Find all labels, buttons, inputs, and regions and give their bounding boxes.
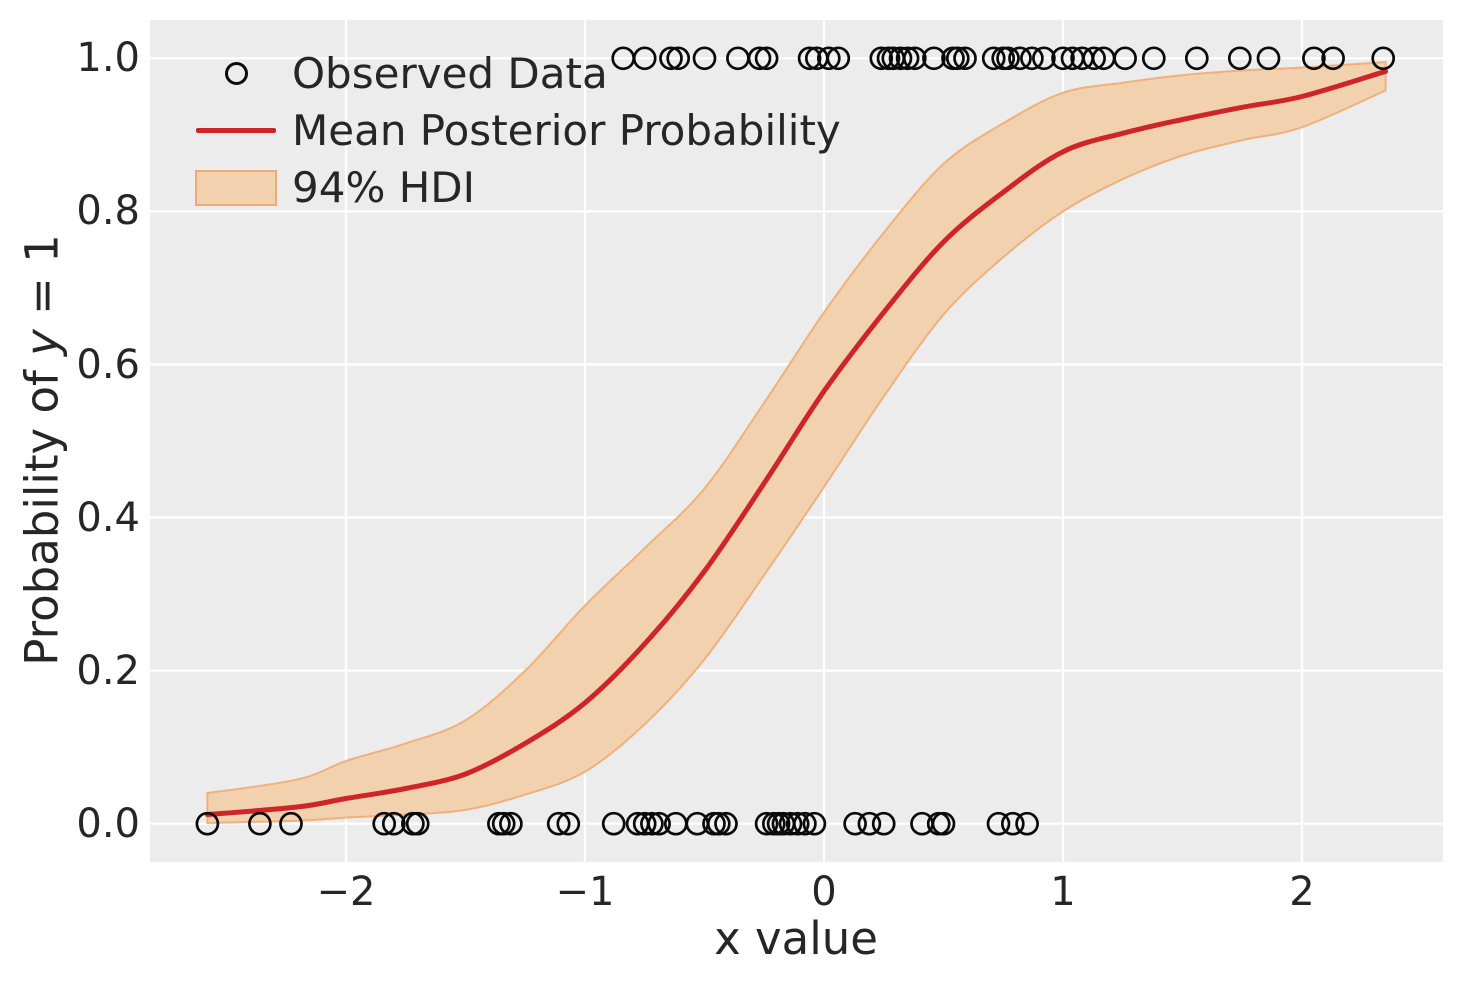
observed-data-point	[601, 811, 626, 836]
observed-data-point	[499, 811, 523, 836]
observed-data-point	[981, 46, 1006, 71]
x-tick-label: 2	[1289, 869, 1315, 915]
observed-data-point	[857, 811, 882, 836]
x-tick-label: −1	[555, 869, 615, 915]
observed-data-point	[279, 811, 303, 836]
legend-label-mean-posterior: Mean Posterior Probability	[292, 105, 841, 155]
y-axis-label-suffix: = 1	[15, 234, 69, 330]
observed-data-point	[895, 46, 920, 71]
legend-label-hdi: 94% HDI	[292, 162, 476, 212]
legend: Observed Data Mean Posterior Probability…	[180, 45, 841, 216]
observed-data-point	[986, 811, 1011, 836]
y-tick-label: 0.8	[76, 188, 140, 235]
observed-data-point	[556, 811, 581, 836]
x-tick-label: 1	[1050, 869, 1076, 915]
line-marker-icon	[196, 128, 276, 133]
patch-marker-icon	[195, 169, 277, 206]
observed-data-point	[1302, 46, 1326, 71]
observed-data-point	[1015, 811, 1039, 836]
observed-data-point	[1000, 811, 1025, 836]
observed-data-point	[996, 46, 1020, 71]
observed-data-point	[826, 46, 851, 71]
observed-data-point	[1113, 46, 1137, 71]
x-axis-label: x value	[714, 912, 878, 965]
observed-data-point	[802, 811, 827, 836]
observed-data-point	[1082, 46, 1106, 71]
observed-data-point	[632, 811, 657, 836]
observed-data-point	[843, 811, 867, 836]
observed-data-point	[714, 811, 738, 836]
observed-data-point	[785, 811, 810, 836]
legend-item-hdi: 94% HDI	[180, 159, 841, 216]
observed-data-point	[754, 46, 779, 71]
observed-data-point	[647, 811, 671, 836]
observed-data-point	[871, 811, 896, 836]
observed-data-point	[640, 811, 664, 836]
observed-data-point	[953, 46, 977, 71]
observed-data-point	[381, 811, 406, 836]
observed-data-point	[747, 46, 772, 71]
observed-data-point	[248, 811, 272, 836]
observed-data-point	[816, 46, 841, 71]
observed-data-point	[1184, 46, 1209, 71]
observed-data-point	[491, 811, 516, 836]
observed-data-point	[706, 811, 731, 836]
observed-data-point	[546, 811, 571, 836]
observed-data-point	[632, 46, 657, 71]
observed-data-point	[1051, 46, 1075, 71]
y-axis-label-var: y	[15, 329, 69, 356]
x-tick-label: 0	[811, 869, 837, 915]
y-tick-label: 0.6	[76, 341, 140, 388]
y-tick-label: 0.0	[76, 800, 140, 847]
observed-data-point	[1227, 46, 1252, 71]
observed-data-point	[405, 811, 430, 836]
observed-data-point	[1321, 46, 1345, 71]
y-axis-label-prefix: Probability of	[15, 355, 69, 666]
hdi-band	[206, 61, 1387, 825]
y-axis-label: Probability of y = 1	[16, 234, 69, 665]
observed-data-point	[195, 811, 220, 836]
legend-item-mean-posterior: Mean Posterior Probability	[180, 102, 841, 159]
observed-data-point	[945, 46, 970, 71]
observed-data-point	[1371, 46, 1396, 71]
observed-data-point	[1020, 46, 1044, 71]
observed-data-point	[869, 46, 894, 71]
observed-data-point	[1008, 46, 1032, 71]
observed-data-point	[922, 46, 946, 71]
observed-data-point	[659, 46, 683, 71]
observed-data-point	[888, 46, 913, 71]
observed-data-point	[1256, 46, 1281, 71]
observed-data-point	[931, 811, 956, 836]
observed-data-point	[692, 46, 717, 71]
mean-posterior-line	[204, 68, 1389, 817]
y-tick-label: 0.4	[76, 494, 140, 541]
observed-data-point	[754, 811, 779, 836]
observed-data-point	[666, 46, 691, 71]
observed-data-point	[1141, 46, 1166, 71]
observed-data-point	[797, 46, 822, 71]
observed-data-point	[902, 46, 927, 71]
observed-data-point	[793, 811, 817, 836]
observed-data-point	[1032, 46, 1056, 71]
observed-data-point	[372, 811, 397, 836]
y-tick-label: 0.2	[76, 647, 140, 694]
y-tick-label: 1.0	[76, 35, 140, 82]
legend-label-observed-data: Observed Data	[292, 48, 608, 98]
observed-data-point	[778, 811, 803, 836]
x-tick-label: −2	[316, 869, 376, 915]
legend-item-observed-data: Observed Data	[180, 45, 841, 102]
open-circle-marker-icon	[224, 62, 248, 85]
